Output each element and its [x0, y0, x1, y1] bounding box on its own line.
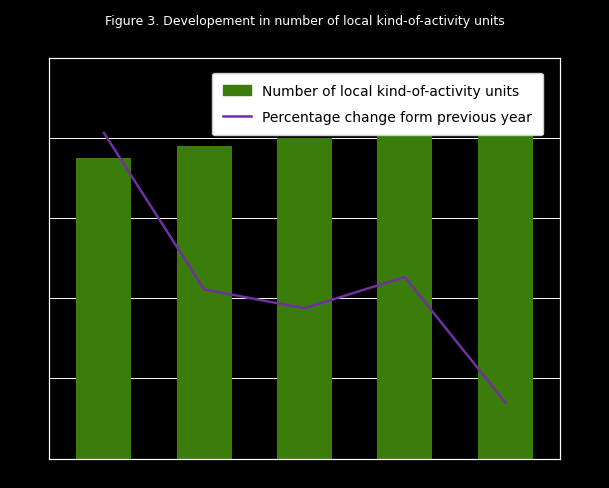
Bar [377, 119, 432, 459]
Bar [76, 159, 132, 459]
Text: Figure 3. Developement in number of local kind-of-activity units: Figure 3. Developement in number of loca… [105, 15, 504, 28]
Bar [477, 111, 533, 459]
Bar [177, 146, 232, 459]
Legend: Number of local kind-of-activity units, Percentage change form previous year: Number of local kind-of-activity units, … [212, 74, 543, 136]
Bar [277, 139, 332, 459]
